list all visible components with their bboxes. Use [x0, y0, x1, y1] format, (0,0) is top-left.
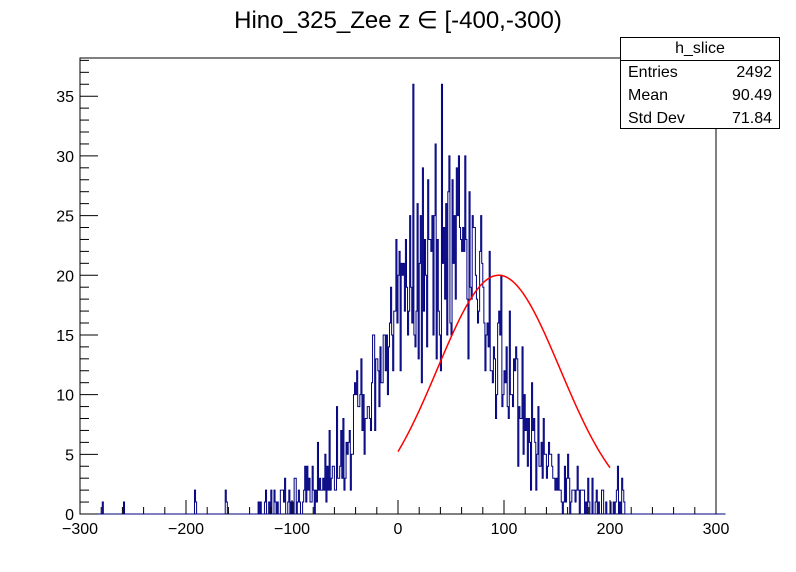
y-tick-label: 35 — [56, 89, 74, 106]
stats-value-mean: 90.49 — [731, 87, 772, 104]
y-tick-label: 15 — [56, 328, 74, 345]
histogram-series-h_slice — [80, 83, 726, 515]
x-tick-label: −100 — [274, 521, 310, 538]
x-tick-label: −300 — [62, 521, 98, 538]
x-tick-label: 100 — [491, 521, 518, 538]
stats-label-stddev: Std Dev — [628, 110, 685, 127]
y-tick-label: 30 — [56, 149, 74, 166]
stats-row-stddev: Std Dev 71.84 — [621, 107, 779, 130]
y-tick-label: 5 — [65, 447, 74, 464]
y-tick-label: 10 — [56, 388, 74, 405]
stats-box-title: h_slice — [621, 38, 779, 61]
y-tick-label: 25 — [56, 209, 74, 226]
y-tick-label: 20 — [56, 268, 74, 285]
stats-value-stddev: 71.84 — [731, 110, 772, 127]
stats-row-entries: Entries 2492 — [621, 61, 779, 84]
stats-label-mean: Mean — [628, 87, 669, 104]
fit-curve-gaussian — [397, 274, 611, 469]
y-tick-label: 0 — [65, 507, 74, 524]
x-tick-label: −200 — [168, 521, 204, 538]
chart-title: Hino_325_Zee z ∈ [-400,-300) — [234, 7, 562, 34]
stats-row-mean: Mean 90.49 — [621, 84, 779, 107]
stats-label-entries: Entries — [628, 64, 678, 81]
x-tick-label: 300 — [703, 521, 730, 538]
stats-box: h_slice Entries 2492 Mean 90.49 Std Dev … — [620, 37, 780, 129]
x-tick-label: 200 — [597, 521, 624, 538]
x-tick-label: 0 — [394, 521, 403, 538]
stats-value-entries: 2492 — [736, 64, 772, 81]
